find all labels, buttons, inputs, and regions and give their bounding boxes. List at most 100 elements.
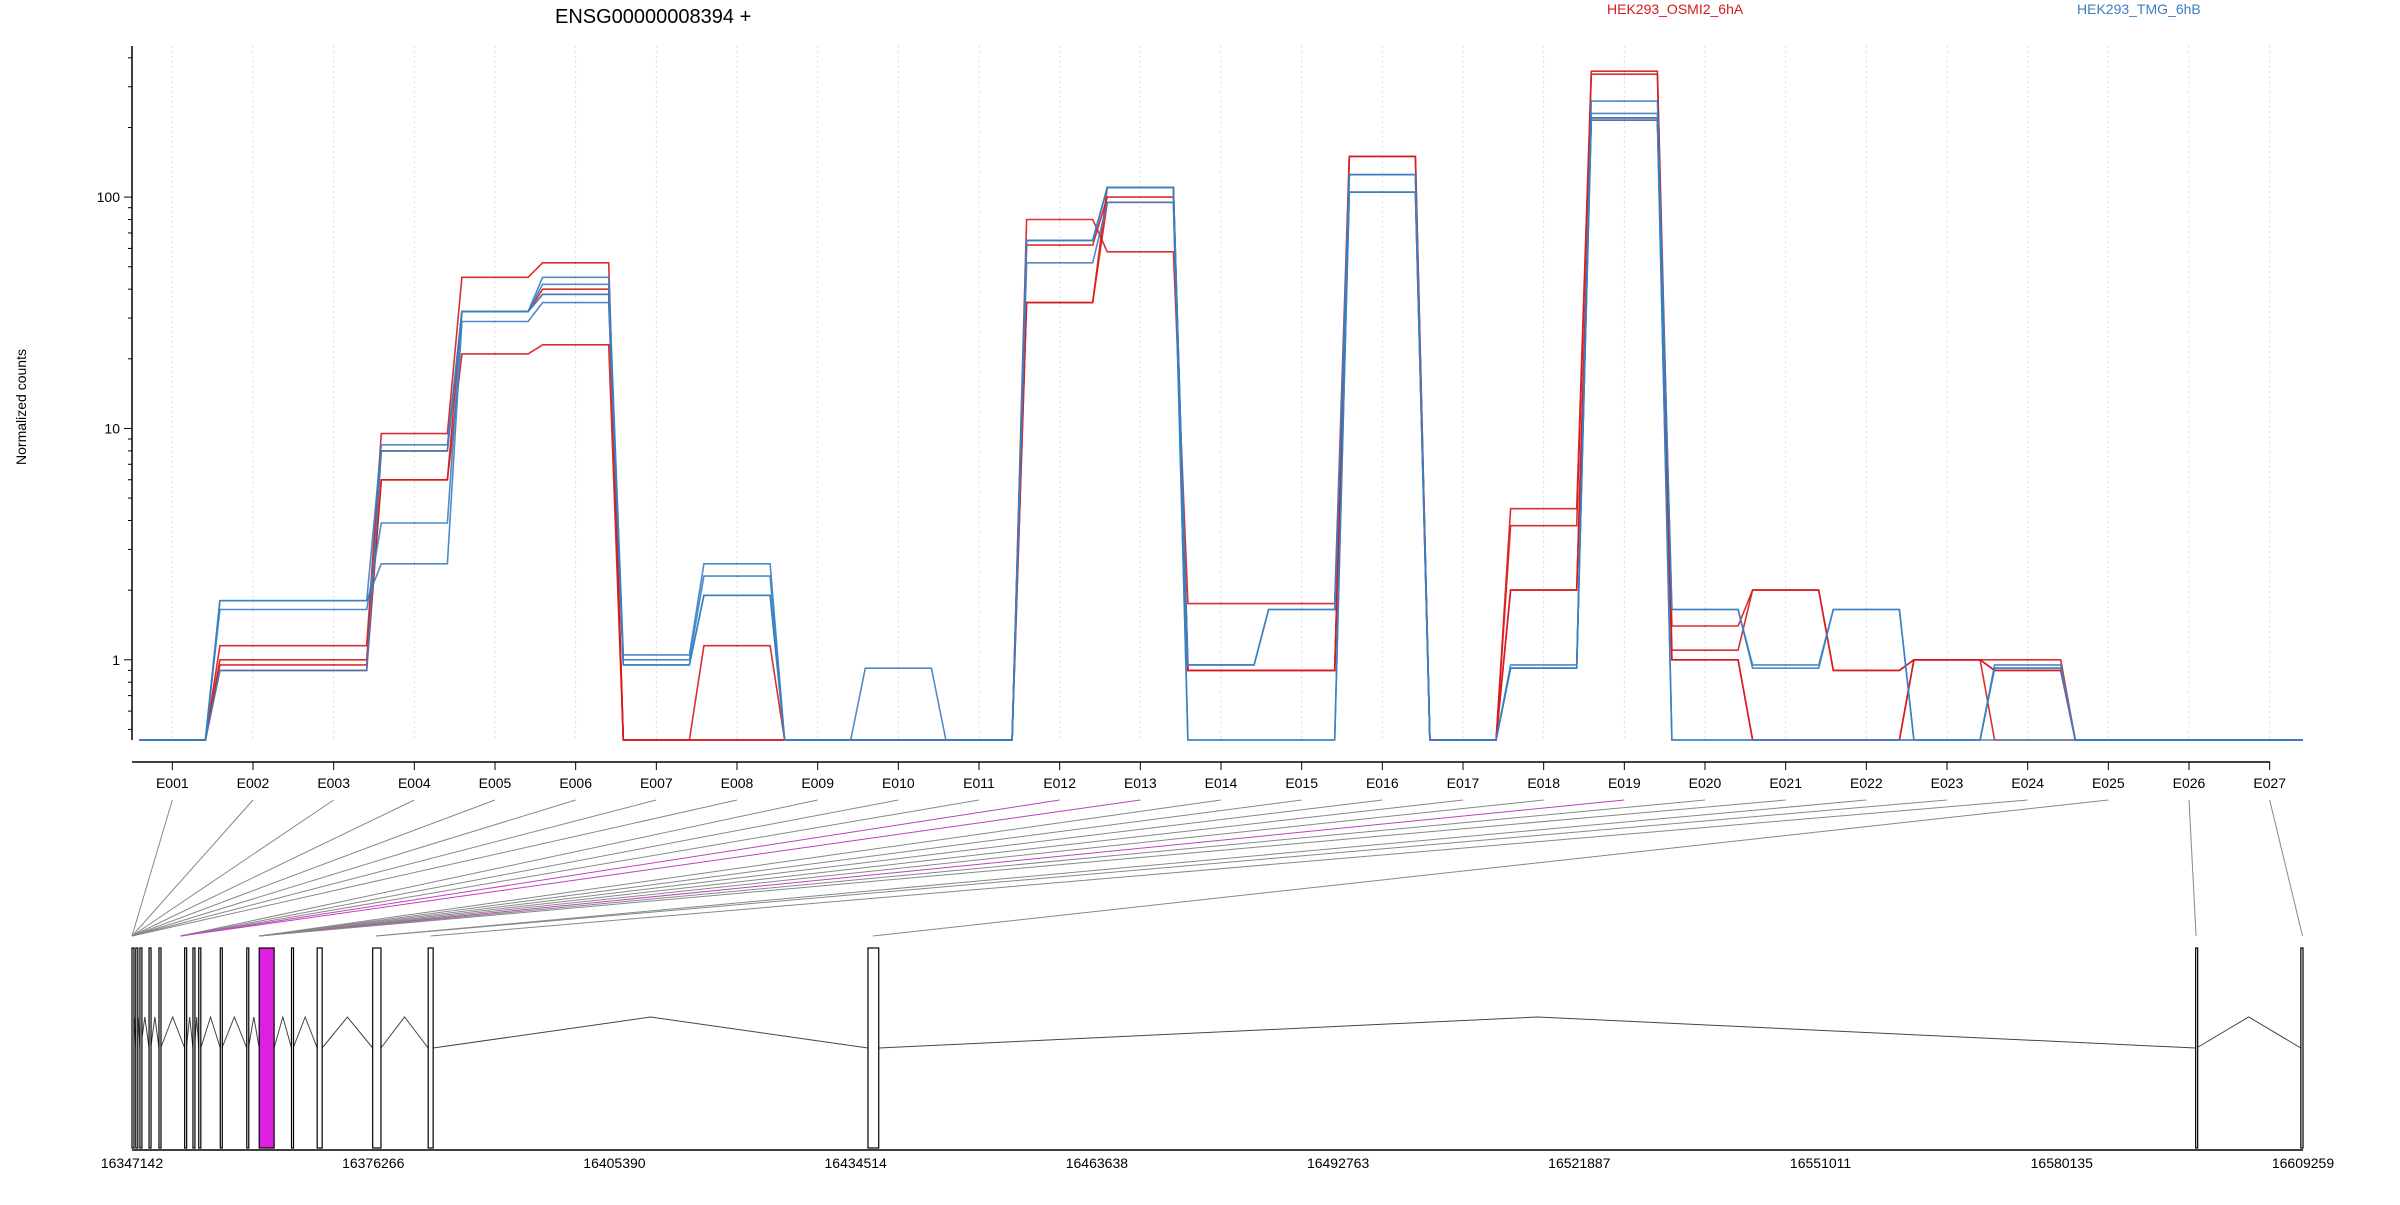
intron-line xyxy=(433,1016,869,1049)
data-point xyxy=(1704,658,1706,661)
exon-link-e025 xyxy=(872,799,2109,937)
data-point xyxy=(252,599,254,602)
gene-model-layer: 16347142 16376266 16405390 16434514 16463638… xyxy=(101,947,2334,1171)
data-point xyxy=(252,658,254,661)
exon-link-e019 xyxy=(259,799,1625,937)
exon-bin-label-e002: E002 xyxy=(237,775,270,791)
exon-bin-label-e010: E010 xyxy=(882,775,915,791)
data-point xyxy=(1623,73,1626,75)
exon-box-highlighted xyxy=(258,947,275,1149)
data-point xyxy=(2188,739,2190,741)
exon-bin-label-e012: E012 xyxy=(1043,775,1076,791)
intron-line xyxy=(221,1015,248,1049)
data-point xyxy=(1623,119,1626,122)
data-point xyxy=(736,739,738,741)
data-point xyxy=(897,667,900,669)
exon-box xyxy=(372,947,382,1149)
exon-box xyxy=(184,947,188,1149)
data-point xyxy=(736,575,738,577)
exon-link-e016 xyxy=(259,799,1383,937)
exon-bin-label-e022: E022 xyxy=(1850,775,1883,791)
exon-box xyxy=(139,947,143,1149)
exon-link-e012 xyxy=(180,799,1060,937)
data-point xyxy=(655,739,658,741)
y-tick-label: 1 xyxy=(112,652,120,668)
data-point xyxy=(332,669,335,672)
data-point xyxy=(413,443,416,446)
exon-link-e022 xyxy=(375,799,1867,937)
data-point xyxy=(574,343,577,346)
exon-box xyxy=(148,947,152,1149)
data-point xyxy=(1542,589,1545,591)
data-point xyxy=(413,562,416,565)
data-point xyxy=(1058,262,1061,264)
exon-bin-label-e021: E021 xyxy=(1769,775,1802,791)
exon-link-e014 xyxy=(259,799,1222,937)
exon-link-e005 xyxy=(131,799,496,937)
data-point xyxy=(413,522,416,524)
data-point xyxy=(2026,739,2029,741)
data-point xyxy=(1381,191,1384,194)
data-point xyxy=(1784,739,1787,741)
intron-line xyxy=(185,1016,194,1049)
exon-link-e018 xyxy=(259,799,1544,937)
data-point xyxy=(1300,669,1303,672)
exon-link-e026 xyxy=(2188,799,2197,937)
exon-link-e010 xyxy=(180,799,899,937)
exon-link-e024 xyxy=(430,799,2028,937)
exon-box xyxy=(316,947,323,1149)
coord-tick-label: 16434514 xyxy=(825,1155,888,1171)
data-point xyxy=(413,478,416,481)
legend-entry-osmi2: HEK293_OSMI2_6hA xyxy=(1607,1,1744,17)
exon-bin-label-e013: E013 xyxy=(1124,775,1157,791)
exon-bin-label-e016: E016 xyxy=(1366,775,1399,791)
data-point xyxy=(2026,667,2029,669)
exon-box xyxy=(192,947,196,1149)
data-point xyxy=(1300,739,1303,741)
data-point xyxy=(1704,739,1706,741)
exon-link-e015 xyxy=(259,799,1302,937)
exon-bin-label-e019: E019 xyxy=(1608,775,1641,791)
exon-box xyxy=(131,947,135,1149)
data-point xyxy=(574,276,577,279)
y-tick-label: 100 xyxy=(97,189,121,205)
exon-bin-label-e023: E023 xyxy=(1931,775,1964,791)
intron-line xyxy=(273,1015,292,1049)
exon-bin-label-e008: E008 xyxy=(721,775,754,791)
intron-line xyxy=(150,1016,160,1049)
data-point xyxy=(574,283,577,286)
exon-box xyxy=(290,947,295,1149)
data-point xyxy=(1300,602,1303,605)
intron-line xyxy=(292,1015,318,1049)
data-point xyxy=(1784,667,1787,669)
data-point xyxy=(574,293,577,296)
data-point xyxy=(1220,739,1222,741)
data-point xyxy=(1623,100,1626,102)
data-point xyxy=(1784,664,1787,666)
exon-link-e001 xyxy=(131,799,173,937)
data-point xyxy=(1381,173,1384,176)
data-point xyxy=(978,739,980,741)
data-point xyxy=(2026,658,2029,661)
data-point xyxy=(413,450,416,452)
data-point xyxy=(1220,664,1222,666)
coord-tick-label: 16580135 xyxy=(2031,1155,2094,1171)
grid-layer xyxy=(171,46,2271,740)
data-point xyxy=(1704,625,1706,627)
data-point xyxy=(1946,739,1948,741)
data-point xyxy=(1704,649,1706,652)
data-point xyxy=(171,739,174,741)
exon-bin-label-e014: E014 xyxy=(1205,775,1238,791)
data-point xyxy=(1058,244,1061,246)
intron-line xyxy=(2196,1016,2302,1049)
exon-bin-label-e001: E001 xyxy=(156,775,189,791)
data-point xyxy=(1139,186,1142,189)
data-point xyxy=(332,664,335,666)
intron-line xyxy=(247,1016,260,1049)
y-axis-label: Normalized counts xyxy=(13,349,29,465)
data-point xyxy=(655,654,658,656)
data-point xyxy=(494,310,496,313)
data-point xyxy=(494,320,496,323)
exon-box xyxy=(2195,947,2199,1149)
coord-tick-label: 16347142 xyxy=(101,1155,164,1171)
